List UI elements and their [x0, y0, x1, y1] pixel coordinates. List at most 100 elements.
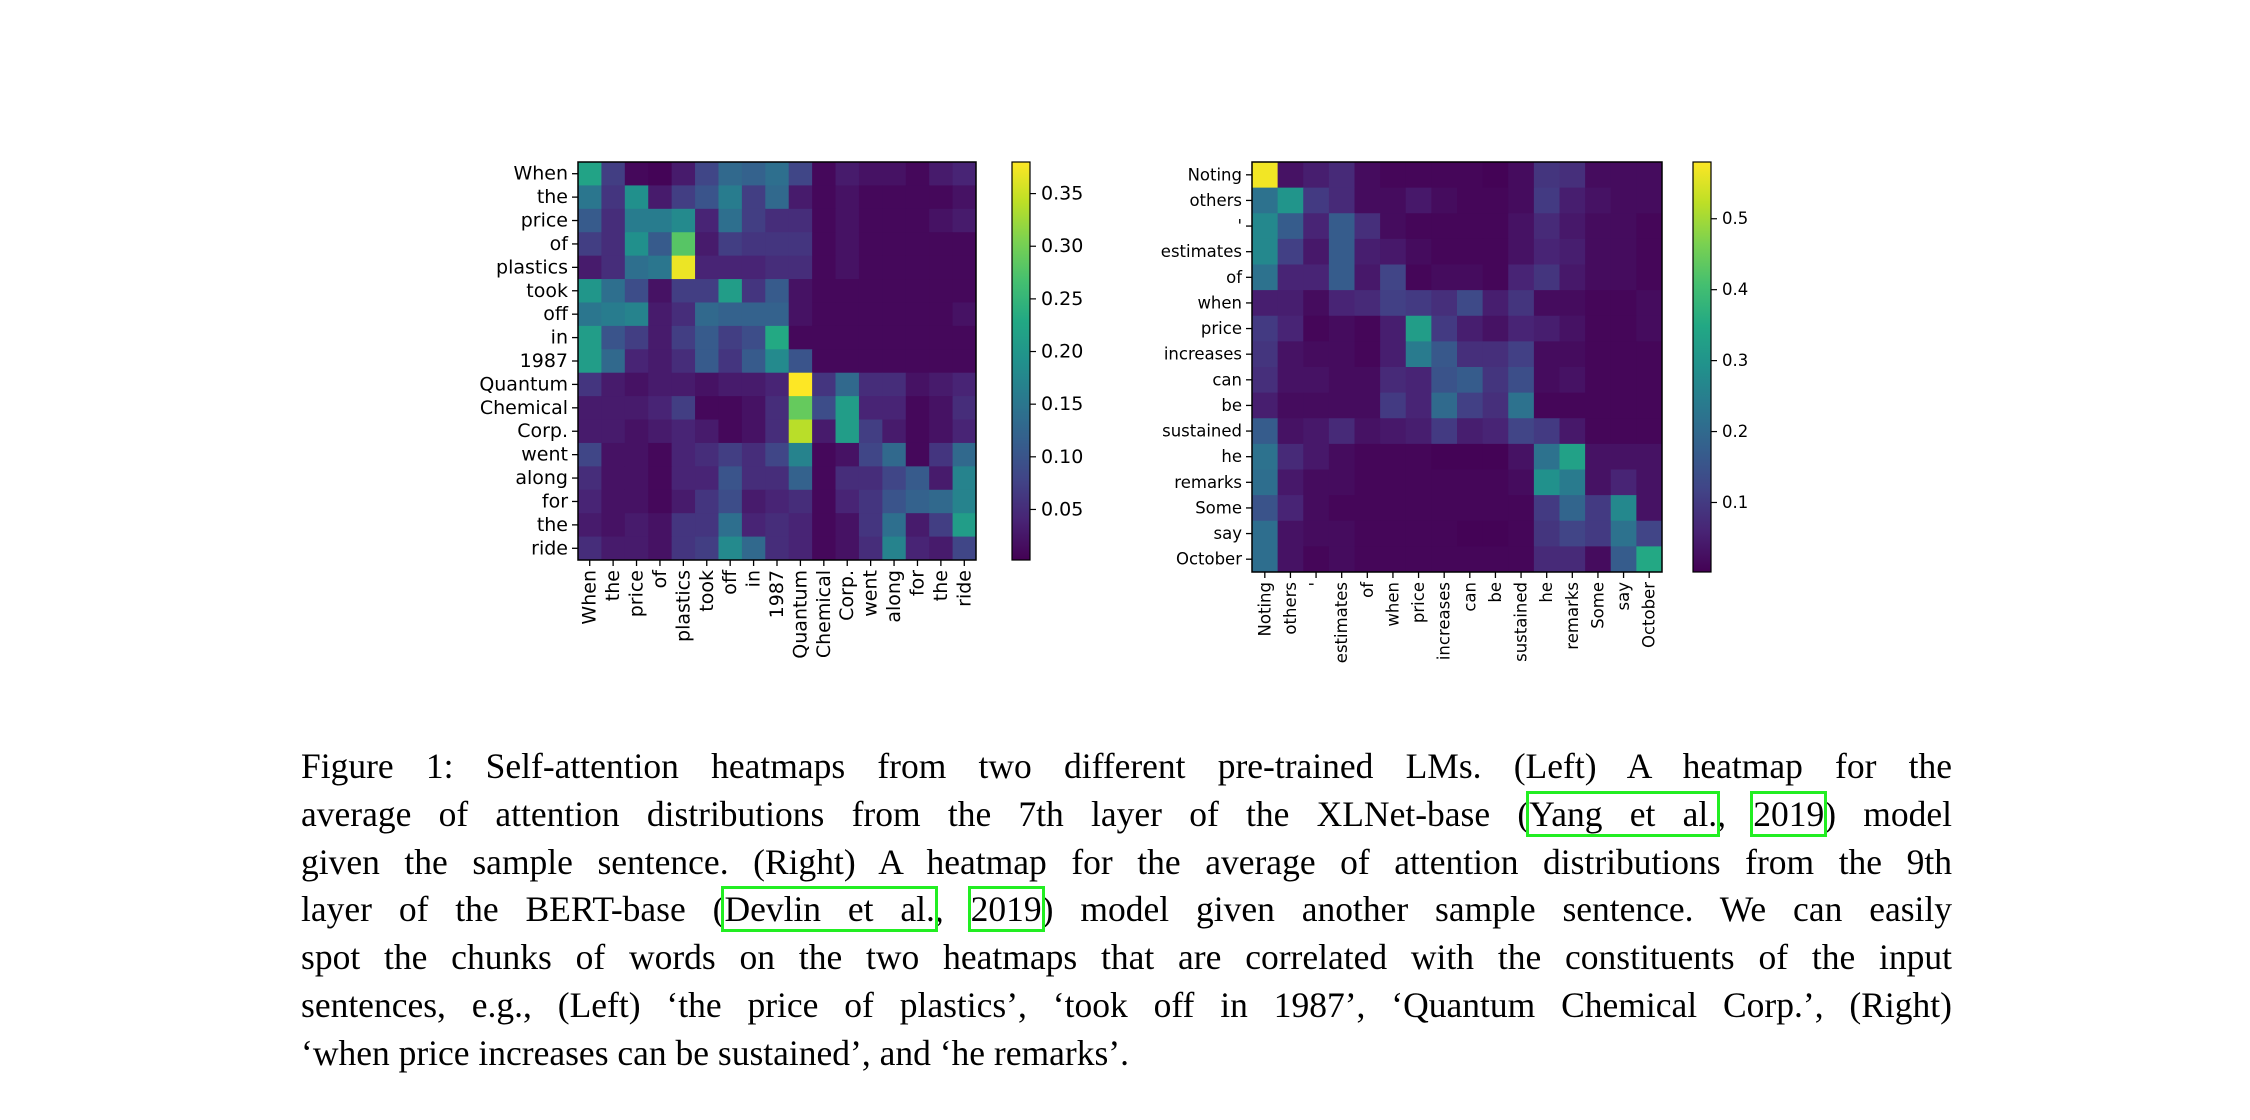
- heatmap-cell: [1354, 315, 1381, 342]
- heatmap-cell: [952, 536, 977, 561]
- x-tick-label: ride: [953, 570, 975, 607]
- heatmap-cell: [648, 302, 673, 327]
- heatmap-cell: [1354, 187, 1381, 214]
- x-tick-label: Chemical: [813, 570, 835, 658]
- heatmap-cell: [1277, 315, 1304, 342]
- heatmap-cell: [624, 513, 649, 538]
- heatmap-cell: [905, 325, 930, 350]
- heatmap-cell: [1610, 315, 1637, 342]
- heatmap-cell: [1533, 392, 1560, 419]
- heatmap-cell: [648, 536, 673, 561]
- heatmap-cell: [695, 442, 719, 467]
- heatmap-cell: [1431, 443, 1458, 470]
- caption-text: Figure 1: Self-attention heatmaps from t…: [301, 746, 1952, 786]
- heatmap-cell: [695, 208, 719, 233]
- heatmap-cell: [1482, 495, 1509, 522]
- heatmap-cell: [1585, 392, 1612, 419]
- x-tick-label: when: [1383, 582, 1402, 627]
- heatmap-cell: [601, 279, 626, 303]
- heatmap-cell: [1636, 341, 1663, 368]
- heatmap-cell: [929, 419, 954, 444]
- heatmap-cell: [929, 489, 954, 514]
- heatmap-cell: [1277, 495, 1304, 522]
- x-tick-label: When: [579, 570, 601, 625]
- heatmap-cell: [1457, 290, 1484, 317]
- citation-link[interactable]: 2019: [967, 886, 1045, 933]
- heatmap-cell: [1328, 469, 1355, 496]
- heatmap-cell: [1252, 469, 1279, 496]
- heatmap-cell: [1252, 341, 1279, 368]
- heatmap-cell: [601, 255, 626, 280]
- heatmap-cell: [1533, 187, 1560, 214]
- heatmap-cell: [952, 325, 977, 350]
- heatmap-cell: [1636, 213, 1663, 240]
- heatmap-cell: [671, 279, 696, 303]
- heatmap-cell: [1508, 520, 1535, 547]
- heatmap-cell: [1585, 213, 1612, 240]
- heatmap-cell: [1277, 367, 1304, 394]
- x-tick-label: say: [1614, 582, 1633, 611]
- heatmap-cell: [1533, 443, 1560, 470]
- heatmap-cell: [1585, 162, 1612, 189]
- heatmap-cell: [624, 255, 649, 280]
- heatmap-cell: [741, 185, 766, 210]
- heatmap-cell: [648, 185, 673, 210]
- heatmap-cell: [578, 396, 602, 421]
- heatmap-cell: [741, 489, 766, 514]
- heatmap-cell: [812, 349, 837, 374]
- citation-link[interactable]: 2019: [1750, 790, 1828, 837]
- caption-text: ‘when price increases can be sustained’,…: [301, 1032, 1129, 1073]
- heatmap-cell: [1354, 469, 1381, 496]
- heatmap-cell: [601, 442, 626, 467]
- heatmap-cell: [648, 232, 673, 257]
- heatmap-cell: [952, 513, 977, 538]
- heatmap-cell: [788, 396, 813, 421]
- heatmap-cell: [882, 162, 907, 186]
- heatmap-cell: [1533, 213, 1560, 240]
- heatmap-cell: [648, 513, 673, 538]
- x-tick-label: took: [696, 570, 718, 612]
- heatmap-cell: [671, 466, 696, 491]
- heatmap-cell: [765, 232, 790, 257]
- heatmap-cell: [695, 162, 719, 186]
- heatmap-cell: [1431, 520, 1458, 547]
- heatmap-cell: [1636, 520, 1663, 547]
- heatmap-cell: [952, 349, 977, 374]
- right-heatmap: Notingothers'estimatesofwhenpriceincreas…: [1161, 161, 1748, 663]
- heatmap-cell: [835, 232, 860, 257]
- heatmap-cell: [741, 513, 766, 538]
- heatmap-cell: [858, 489, 883, 514]
- heatmap-cell: [1405, 341, 1432, 368]
- heatmap-cell: [929, 372, 954, 397]
- heatmap-cell: [788, 255, 813, 280]
- y-tick-label: plastics: [496, 256, 568, 278]
- heatmap-cell: [952, 302, 977, 327]
- heatmap-cell: [1457, 238, 1484, 265]
- heatmap-cell: [765, 255, 790, 280]
- heatmap-cell: [1559, 162, 1586, 189]
- heatmap-cell: [1277, 443, 1304, 470]
- x-tick-label: ': [1307, 582, 1326, 587]
- heatmap-cell: [929, 442, 954, 467]
- heatmap-cell: [1610, 290, 1637, 317]
- heatmap-cell: [1405, 187, 1432, 214]
- heatmap-cell: [905, 489, 930, 514]
- heatmap-cell: [858, 162, 883, 186]
- heatmap-cell: [1533, 290, 1560, 317]
- colorbar-tick-label: 0.3: [1722, 351, 1748, 370]
- heatmap-cell: [929, 232, 954, 257]
- heatmap-cell: [1380, 418, 1407, 445]
- heatmap-cell: [765, 489, 790, 514]
- heatmap-cell: [1508, 546, 1535, 573]
- heatmap-cell: [882, 536, 907, 561]
- heatmap-cell: [1457, 315, 1484, 342]
- heatmap-cell: [1431, 187, 1458, 214]
- heatmap-cell: [952, 162, 977, 186]
- heatmap-cell: [695, 466, 719, 491]
- citation-link[interactable]: Devlin et al.: [721, 886, 938, 933]
- citation-link[interactable]: Yang et al.: [1526, 790, 1721, 837]
- colorbar-tick-label: 0.2: [1722, 422, 1748, 441]
- heatmap-cell: [624, 325, 649, 350]
- heatmap-cell: [882, 232, 907, 257]
- heatmap-cell: [765, 302, 790, 327]
